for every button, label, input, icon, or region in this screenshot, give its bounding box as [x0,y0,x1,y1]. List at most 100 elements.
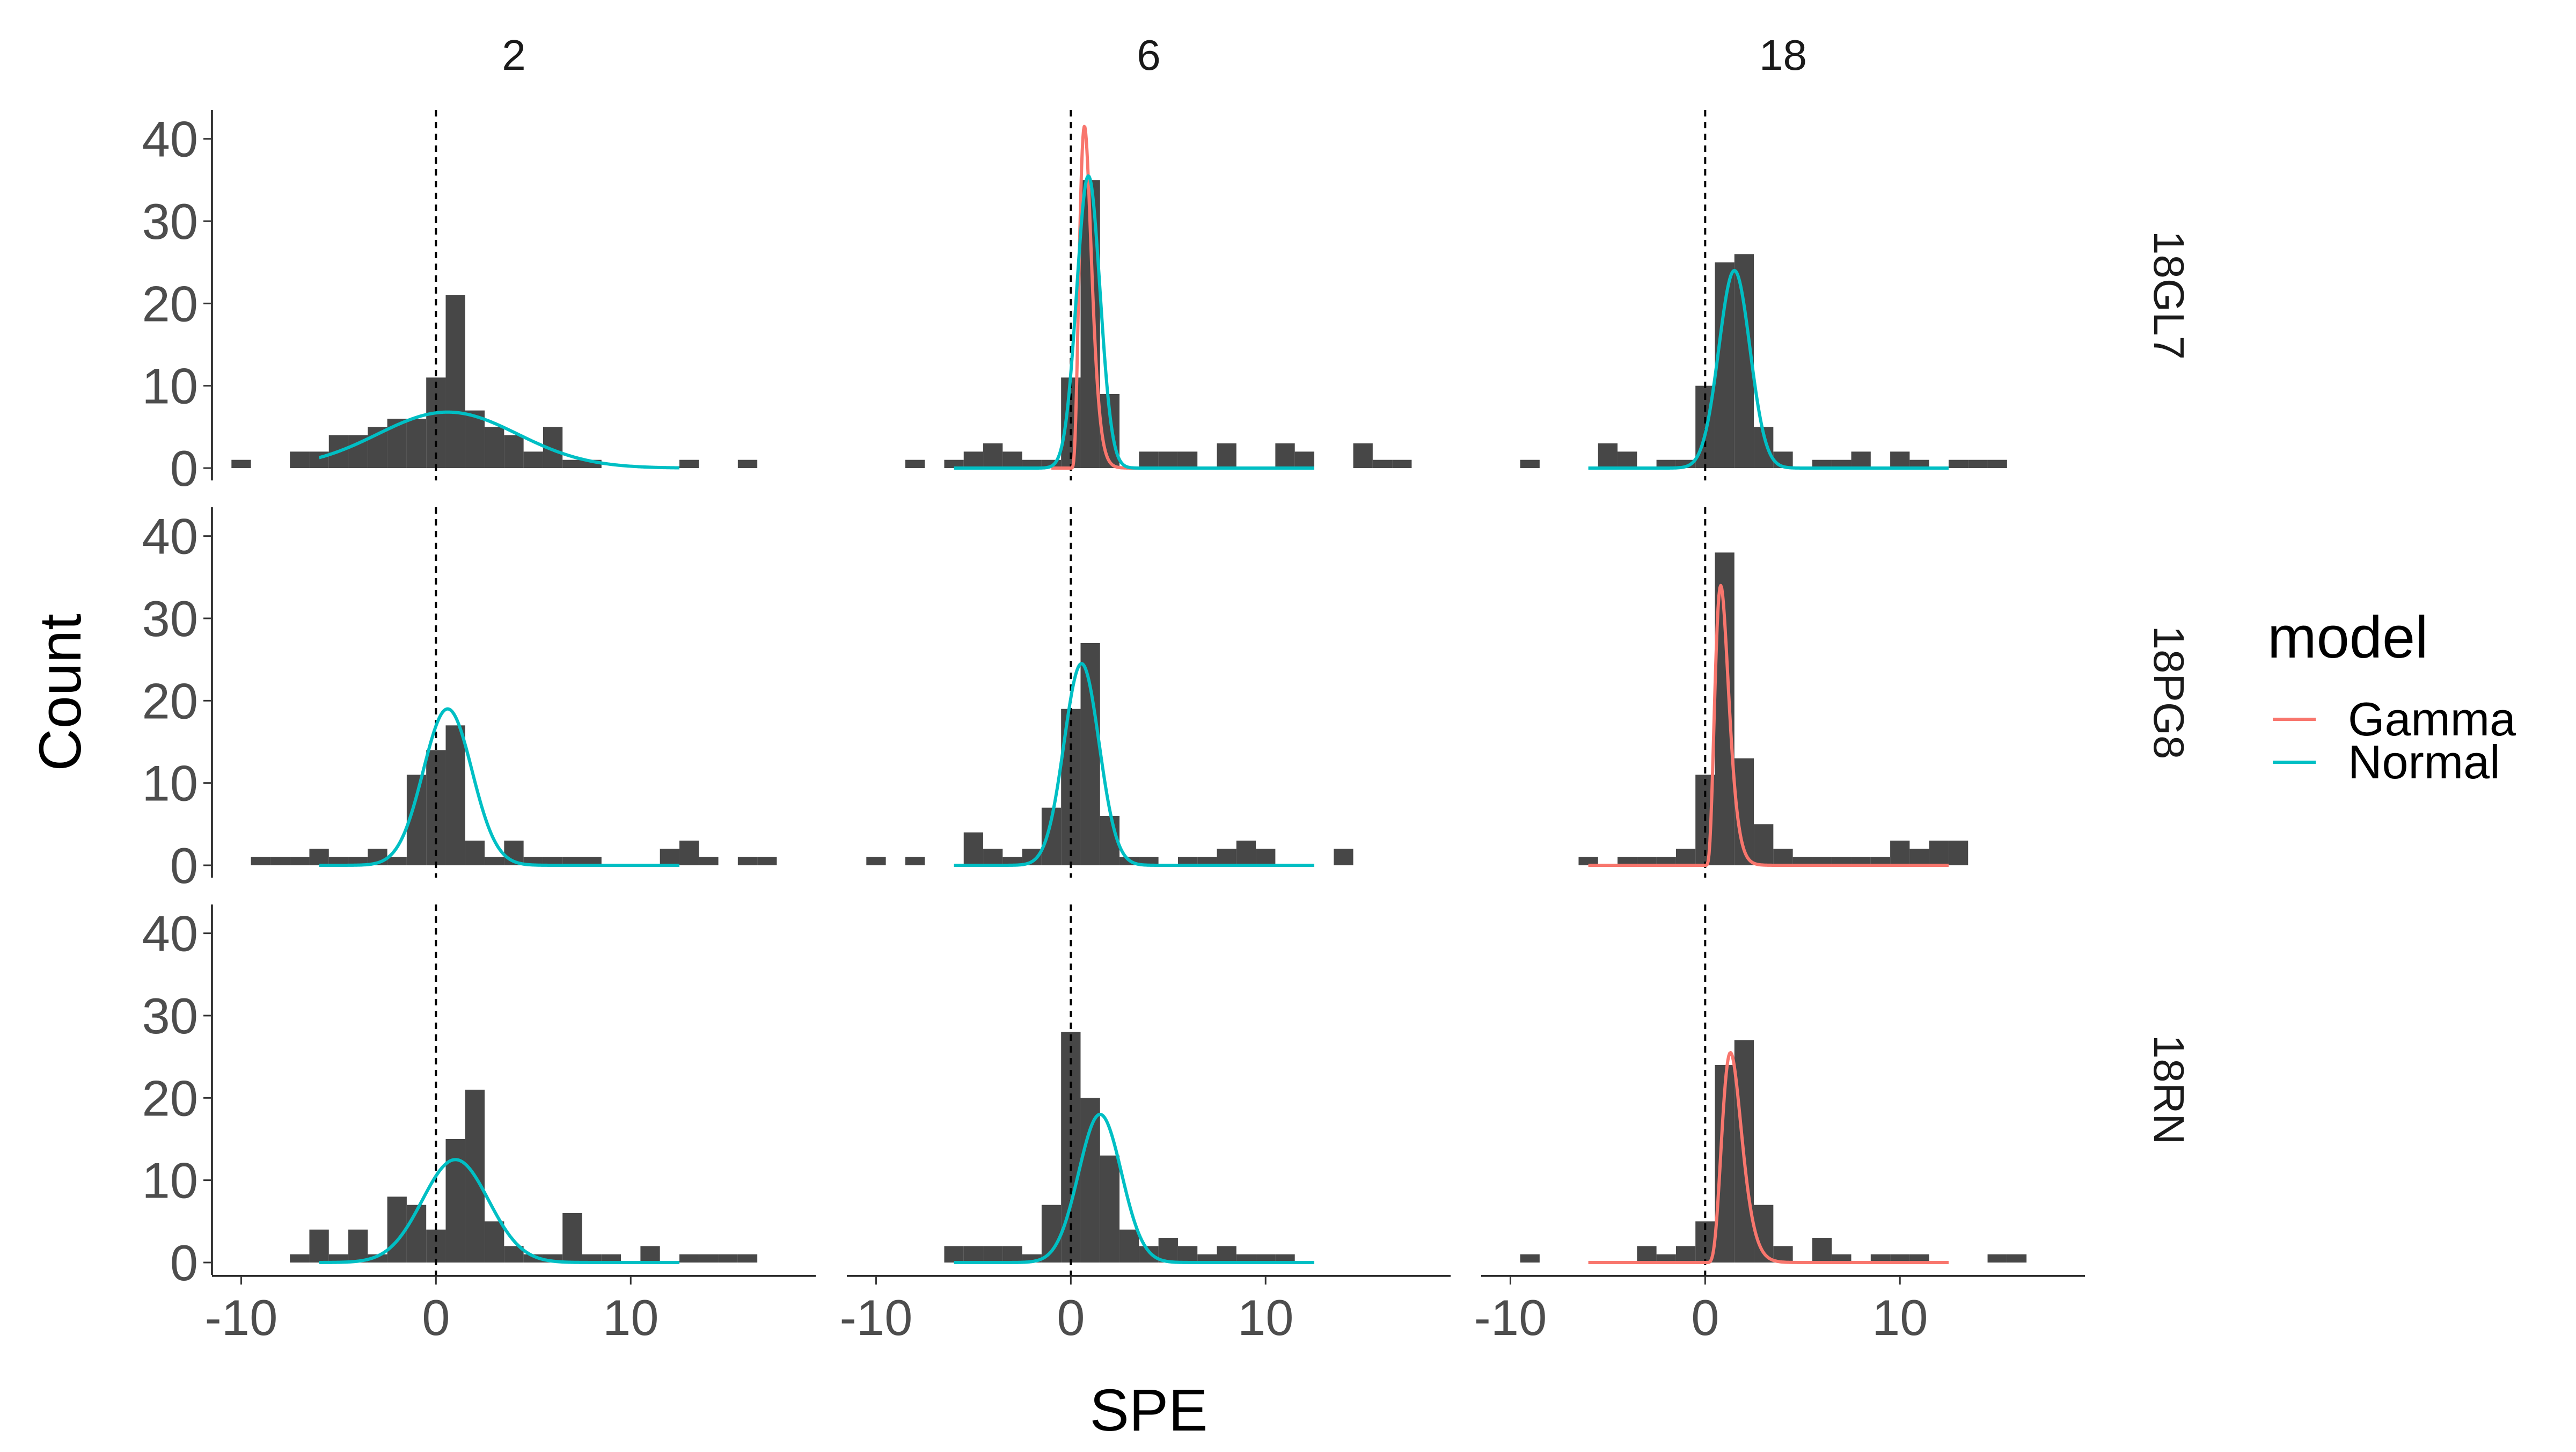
histogram-bar [640,1246,660,1263]
histogram-bar [1675,1246,1696,1263]
y-tick-label: 10 [142,1152,198,1209]
histogram-bar [1909,1254,1929,1263]
histogram-bar [963,451,984,468]
histogram-bar [387,1196,407,1263]
histogram-bar [679,459,699,468]
histogram-bar [1139,1246,1159,1263]
histogram-bar [1909,459,1929,468]
histogram-bar [290,451,310,468]
histogram-bar [1217,849,1236,865]
histogram-bar [983,443,1003,468]
histogram-bar [387,857,407,865]
histogram-bar [699,1254,719,1263]
histogram-bar [1832,857,1851,865]
gamma-fit-curve [1587,1051,1950,1264]
y-tick-label: 10 [142,358,198,414]
histogram-bar [1987,1254,2007,1263]
histogram-bar [562,1213,582,1263]
histogram-bar [406,1205,427,1263]
histogram-bar [485,427,504,468]
histogram-bar [963,832,984,865]
y-tick-label: 0 [170,1235,198,1291]
y-tick-label: 10 [142,755,198,812]
x-tick-label: 0 [1691,1289,1719,1346]
y-tick-label: 20 [142,275,198,332]
legend-title: model [2267,604,2428,670]
histogram-bar [1177,451,1198,468]
row-strip-label: 18GL7 [2145,231,2193,360]
histogram-bar [737,459,758,468]
histogram-bar [465,841,485,865]
histogram-bar [699,857,719,865]
histogram-bar [1080,1098,1100,1263]
histogram-bar [523,451,543,468]
panel-18PG8-18 [1578,507,1968,878]
x-tick-label: 0 [1057,1289,1085,1346]
histogram-bar [1618,451,1637,468]
gamma-fit-curve [1587,583,1950,867]
histogram-bar [348,1229,368,1263]
histogram-bar [1909,849,1929,865]
histogram-bar [1119,1229,1139,1263]
row-strip-label: 18RN [2145,1035,2193,1145]
histogram-bar [1948,459,1968,468]
histogram-bar [1041,1205,1062,1263]
histogram-bar [1275,443,1295,468]
histogram-bar [445,1139,465,1263]
histogram-bar [1372,459,1393,468]
column-strip-label: 18 [1759,31,1807,79]
histogram-bar [905,459,925,468]
histogram-bar [1578,857,1598,865]
legend-label: Normal [2348,735,2500,789]
panel-18PG8-6 [866,507,1353,878]
histogram-bar [1520,459,1540,468]
normal-fit-curve [1587,269,1950,470]
histogram-bar [1022,459,1042,468]
x-axis-title: SPE [1089,1377,1208,1443]
histogram-bar [1080,643,1100,865]
histogram-bar [1832,459,1851,468]
histogram-bar [328,1254,349,1263]
histogram-bar [1177,1246,1198,1263]
legend-item-normal: Normal [2273,735,2500,789]
y-tick-label: 30 [142,590,198,647]
histogram-bar [1158,1238,1178,1263]
legend-item-gamma: Gamma [2273,692,2516,746]
histogram-bar [231,459,251,468]
histogram-bar [1618,857,1637,865]
panel-18GL7-2 [231,110,758,480]
histogram-bar [582,857,602,865]
histogram-bar [1968,459,1988,468]
histogram-bar [1236,1254,1256,1263]
x-tick-label: 0 [422,1289,450,1346]
histogram-bar [406,419,427,468]
normal-fit-curve [953,1113,1315,1264]
x-tick-label: -10 [840,1289,913,1346]
histogram-bar [1656,1254,1676,1263]
histogram-bar [1177,857,1198,865]
histogram-bar [1392,459,1412,468]
histogram-bar [1754,824,1774,865]
histogram-bar [309,1229,329,1263]
histogram-bar [1002,451,1022,468]
column-strip-label: 6 [1137,31,1161,79]
histogram-bar [1002,1246,1022,1263]
histogram-bar [963,1246,984,1263]
histogram-bar [1890,841,1910,865]
histogram-bar [1987,459,2007,468]
histogram-bar [485,857,504,865]
histogram-bar [328,857,349,865]
histogram-bar [1637,857,1657,865]
histogram-bar [983,849,1003,865]
normal-fit-curve [953,662,1315,867]
panel-18RN-6 [944,904,1315,1275]
histogram-bar [1851,451,1871,468]
histogram-bar [983,1246,1003,1263]
y-axis-18PG8: 0 10 20 30 40 [142,507,213,894]
x-tick-label: -10 [205,1289,278,1346]
histogram-bar [1353,443,1373,468]
y-tick-label: 20 [142,673,198,729]
histogram-bar [1675,849,1696,865]
histogram-bar [1656,459,1676,468]
